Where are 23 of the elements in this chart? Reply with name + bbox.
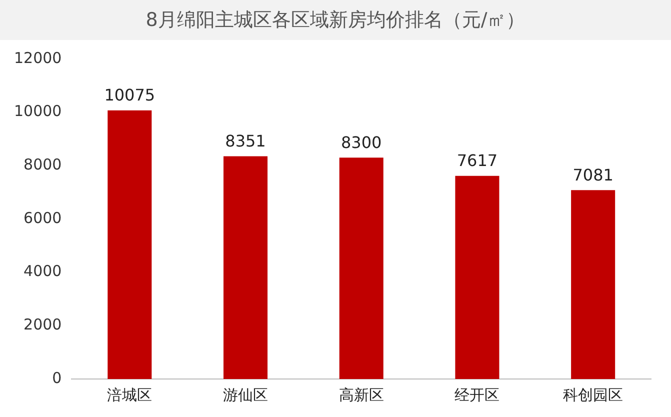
y-tick-label: 0	[52, 368, 62, 387]
x-tick-label: 游仙区	[223, 386, 268, 404]
bar	[571, 190, 616, 379]
x-tick-label: 高新区	[338, 386, 384, 404]
chart-title: 8月绵阳主城区各区域新房均价排名（元/㎡）	[0, 0, 671, 40]
bar	[223, 156, 268, 379]
y-tick-label: 6000	[24, 208, 62, 227]
data-label: 8351	[225, 131, 266, 150]
bar	[339, 158, 384, 379]
x-tick-label: 科创园区	[563, 386, 624, 404]
y-tick-label: 10000	[14, 102, 62, 120]
x-tick-label: 涪城区	[107, 386, 152, 404]
y-tick-label: 2000	[24, 316, 62, 334]
y-tick-label: 8000	[24, 156, 62, 174]
y-tick-label: 12000	[14, 48, 62, 67]
data-label: 10075	[104, 85, 156, 104]
y-tick-label: 4000	[24, 262, 62, 280]
x-tick-label: 经开区	[454, 386, 500, 404]
data-label: 7617	[456, 151, 498, 170]
bar	[455, 176, 500, 379]
data-label: 7081	[572, 165, 614, 184]
data-label: 8300	[341, 132, 382, 152]
bar	[108, 110, 152, 379]
